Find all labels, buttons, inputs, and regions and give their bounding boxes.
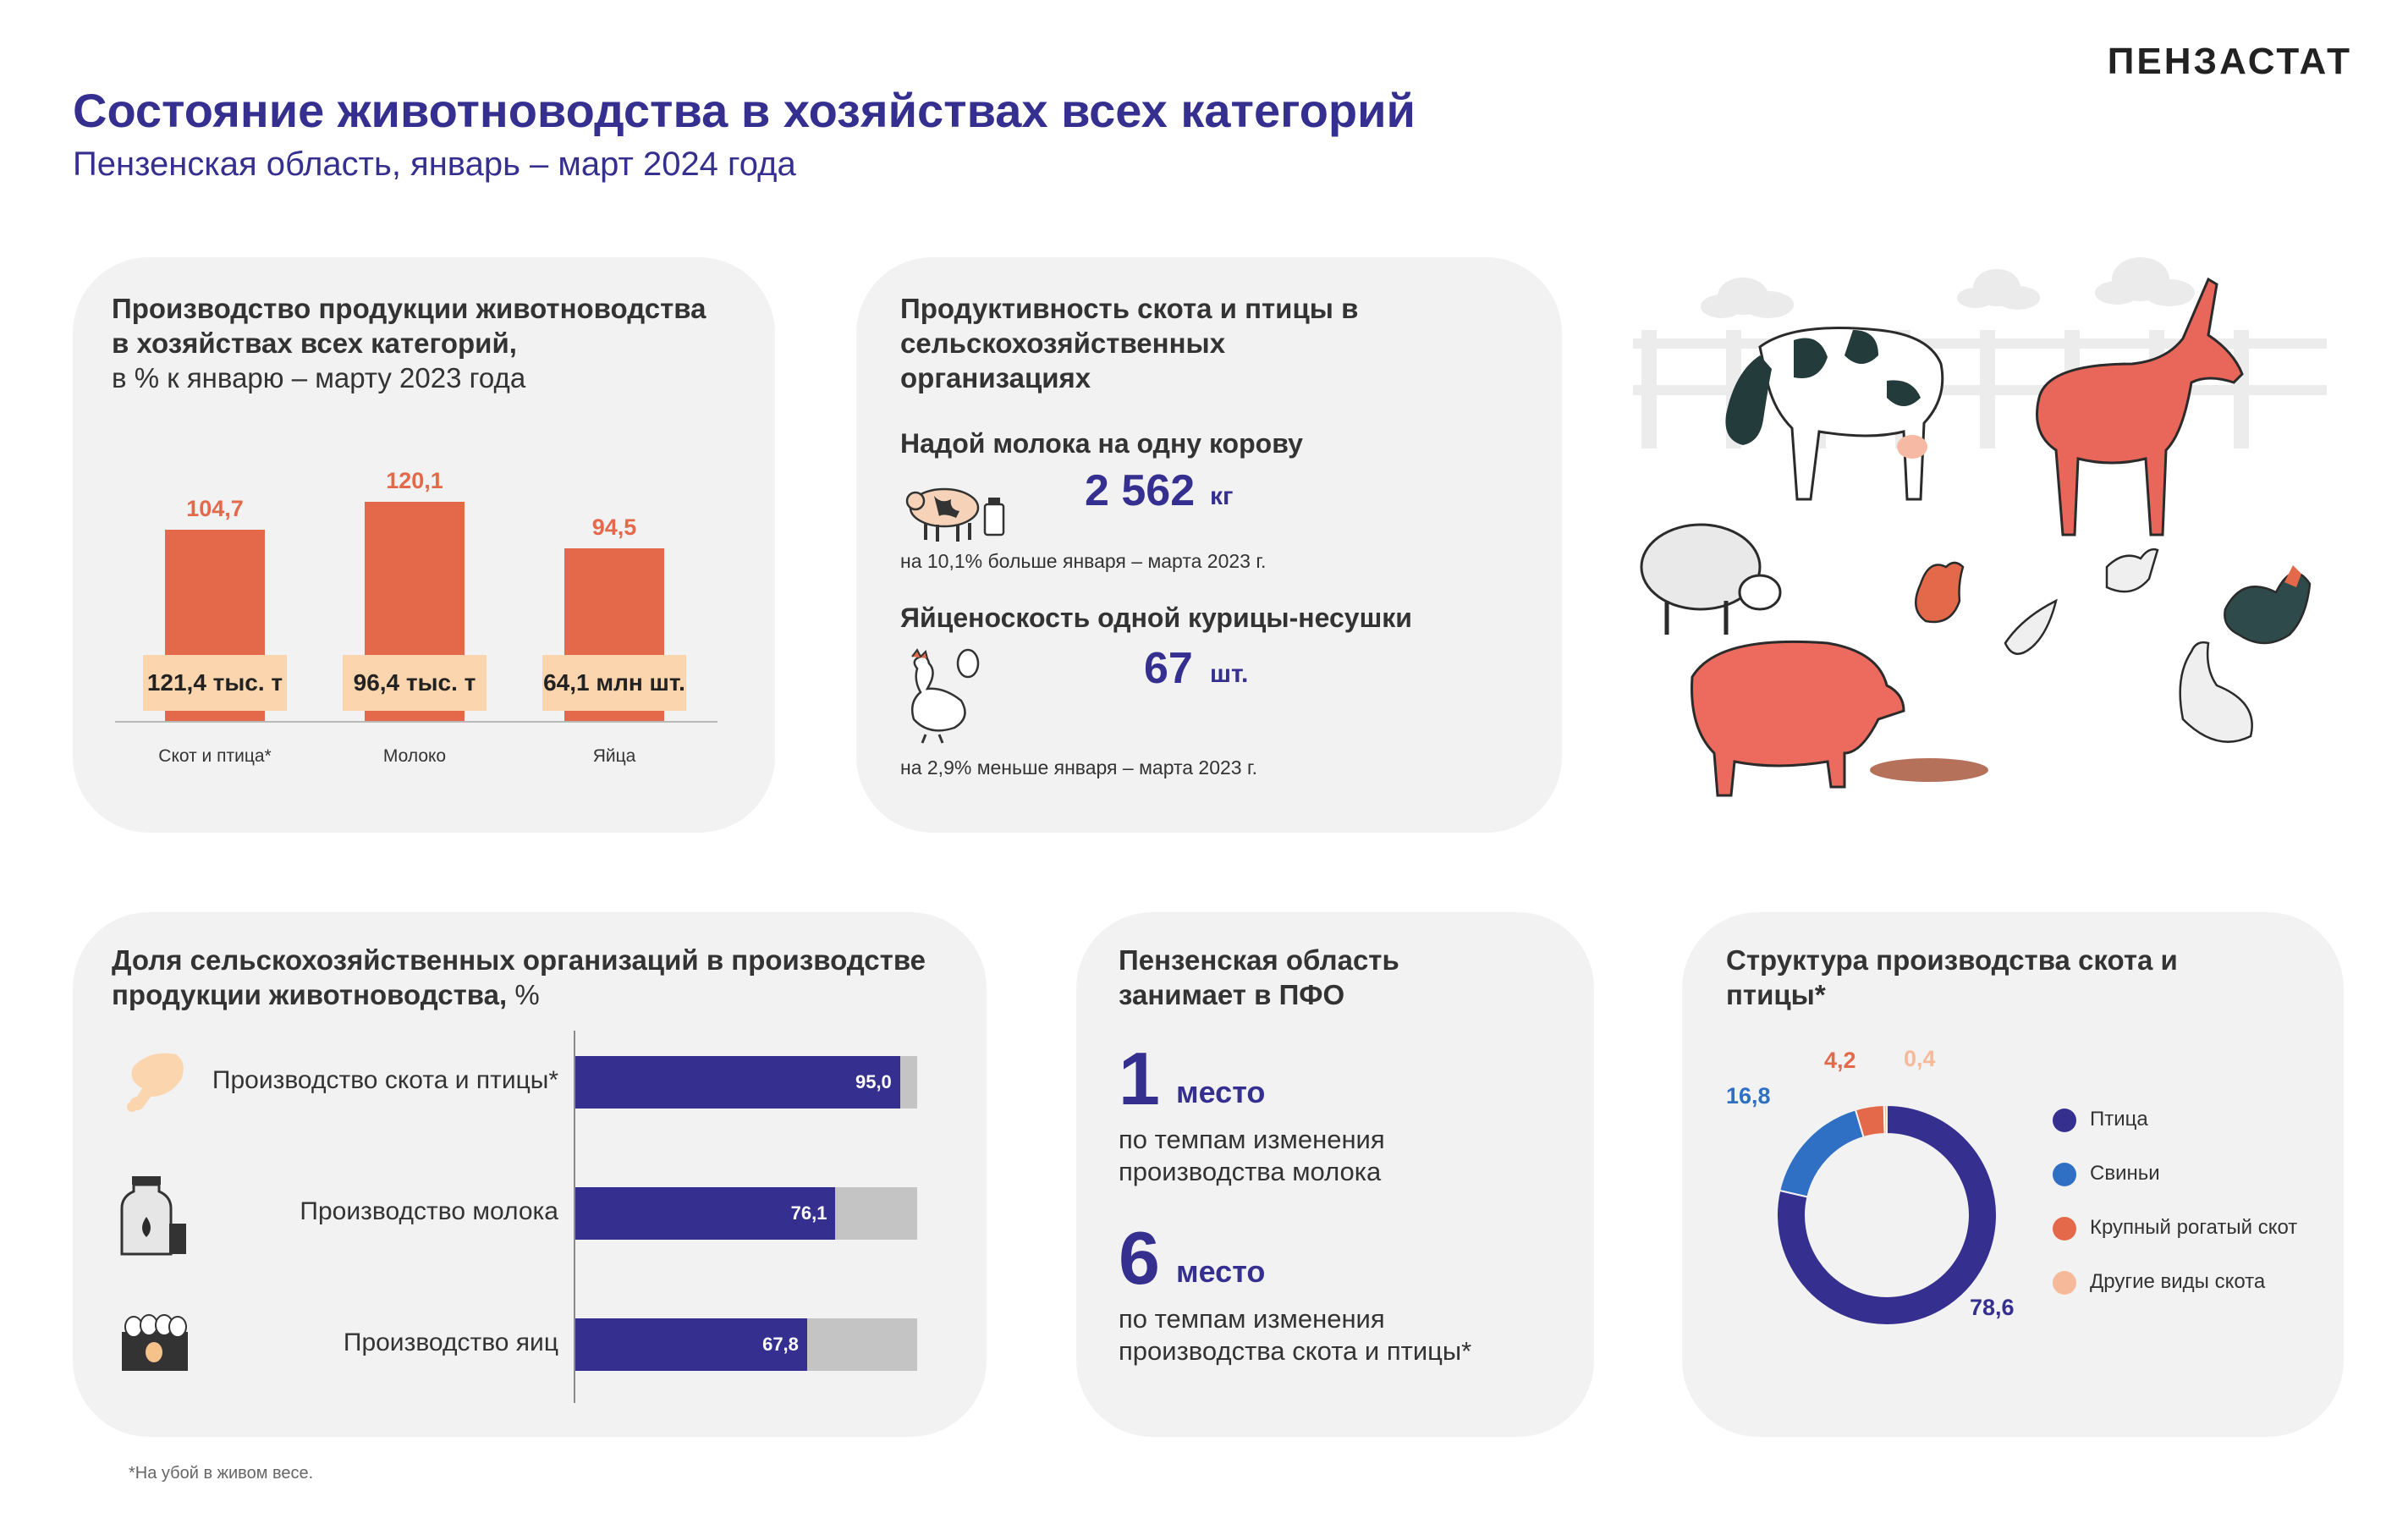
production-volume-label: 96,4 тыс. т	[343, 655, 487, 711]
legend-swatch	[2053, 1109, 2076, 1132]
page-subtitle: Пензенская область, январь – март 2024 г…	[73, 146, 796, 183]
structure-title-line1: Структура производства скота и	[1726, 944, 2178, 976]
share-title-line1: Доля сельскохозяйственных организаций в …	[112, 944, 926, 976]
ranking-card: Пензенская область занимает в ПФО 1 мест…	[1076, 912, 1594, 1437]
structure-title-line2: птицы*	[1726, 979, 1826, 1010]
production-card: Производство продукции животноводства в …	[73, 257, 775, 833]
ranking-card-title: Пензенская область занимает в ПФО	[1119, 943, 1575, 1012]
productivity-card: Продуктивность скота и птицы в сельскохо…	[856, 257, 1562, 833]
milk-yield-heading: Надой молока на одну корову	[900, 428, 1303, 459]
rank-1-line2: производства молока	[1119, 1157, 1382, 1186]
share-title-line2: продукции животноводства,	[112, 979, 508, 1010]
egg-box-icon	[122, 1314, 188, 1371]
share-bar-track: 76,1	[575, 1187, 917, 1240]
legend-label: Крупный рогатый скот	[2090, 1216, 2298, 1239]
productivity-title-line2: сельскохозяйственных	[900, 327, 1226, 359]
share-bar-chart: Производство скота и птицы* 95,0 Производс…	[73, 912, 987, 1437]
ranking-title-line1: Пензенская область	[1119, 944, 1399, 976]
production-bar-value: 120,1	[386, 468, 443, 494]
egg-yield-note: на 2,9% меньше января – марта 2023 г.	[900, 756, 1257, 779]
production-title-line1: Производство продукции животноводства	[112, 293, 706, 324]
rank-1-word: место	[1176, 1075, 1266, 1109]
rank-2-text: по темпам изменения производства скота и…	[1119, 1303, 1471, 1367]
ranking-title-line2: занимает в ПФО	[1119, 979, 1345, 1010]
farm-animals-illustration	[1633, 257, 2327, 797]
production-title-line3: в % к январю – марту 2023 года	[112, 362, 526, 393]
legend-label: Свиньи	[2090, 1162, 2160, 1185]
structure-card: Структура производства скота и птицы* 78…	[1682, 912, 2344, 1437]
rank-1-line1: по темпам изменения	[1119, 1125, 1385, 1154]
egg-yield-unit: шт.	[1210, 660, 1249, 688]
production-x-axis	[115, 721, 717, 723]
share-card: Доля сельскохозяйственных организаций в …	[73, 912, 987, 1437]
share-bar-label: Производство скота и птицы*	[212, 1066, 558, 1094]
page-title: Состояние животноводства в хозяйствах вс…	[73, 84, 1416, 137]
share-bar-value: 95,0	[855, 1071, 892, 1092]
structure-donut-chart: 78,6 Птица 16,8 Свиньи 4,2 Крупный рогатый ск…	[1682, 912, 2344, 1437]
legend-swatch	[2053, 1163, 2076, 1186]
donut-slice	[1776, 1103, 1998, 1326]
milk-yield-value: 2 562	[1085, 466, 1196, 515]
donut-slice-label: 4,2	[1824, 1048, 1856, 1073]
share-card-title: Доля сельскохозяйственных организаций в …	[112, 943, 975, 1012]
share-bar: 76,1	[575, 1187, 836, 1240]
rank-2-line1: по темпам изменения	[1119, 1304, 1385, 1334]
brand-logo: ПЕНЗАСТАТ	[2107, 41, 2352, 82]
production-bar-value: 94,5	[591, 514, 637, 541]
legend-label: Птица	[2090, 1108, 2148, 1131]
milk-yield-note: на 10,1% больше января – марта 2023 г.	[900, 550, 1267, 572]
donut-slice	[1883, 1103, 1888, 1136]
share-bar-label: Производство молока	[300, 1197, 558, 1225]
share-title-unit: %	[507, 979, 540, 1010]
production-bar-value: 104,7	[186, 496, 244, 522]
rank-2-place: 6	[1119, 1216, 1160, 1300]
share-bar: 95,0	[575, 1056, 900, 1109]
production-category-label: Молоко	[382, 746, 447, 766]
production-category-label: Скот и птица*	[158, 746, 272, 766]
donut-slice	[1779, 1109, 1865, 1198]
production-bar-chart: 104,7 121,4 тыс. т Скот и птица* 120,1 96,4 …	[73, 257, 775, 833]
milk-yield-unit: кг	[1210, 482, 1234, 510]
donut-slice-label: 78,6	[1970, 1295, 2015, 1320]
rank-1-text: по темпам изменения производства молока	[1119, 1124, 1385, 1188]
legend-swatch	[2053, 1271, 2076, 1295]
milk-can-icon	[120, 1176, 186, 1256]
productivity-title-line1: Продуктивность скота и птицы в	[900, 293, 1359, 324]
egg-yield-heading: Яйценоскость одной курицы-несушки	[900, 602, 1412, 633]
donut-slice-label: 16,8	[1726, 1083, 1771, 1109]
production-volume-label: 121,4 тыс. т	[143, 655, 287, 711]
legend-label: Другие виды скота	[2090, 1270, 2266, 1293]
productivity-card-title: Продуктивность скота и птицы в сельскохо…	[900, 291, 1526, 395]
production-volume-label: 64,1 млн шт.	[542, 655, 686, 711]
share-bar-track: 95,0	[575, 1056, 917, 1109]
share-bar-track: 67,8	[575, 1318, 917, 1371]
structure-card-title: Структура производства скота и птицы*	[1726, 943, 2318, 1012]
cow-milk-icon	[905, 487, 1005, 542]
share-bar: 67,8	[575, 1318, 807, 1371]
production-title-line2: в хозяйствах всех категорий,	[112, 327, 517, 359]
meat-icon	[127, 1053, 184, 1112]
egg-yield-value: 67	[1144, 644, 1193, 693]
hen-egg-icon	[911, 648, 980, 744]
rank-2-line2: производства скота и птицы*	[1119, 1336, 1472, 1366]
share-bar-label: Производство яиц	[343, 1329, 558, 1356]
production-card-title: Производство продукции животноводства в …	[112, 291, 755, 395]
production-category-label: Яйца	[592, 746, 636, 766]
productivity-title-line3: организациях	[900, 362, 1091, 393]
share-bar-value: 67,8	[762, 1334, 799, 1355]
share-bar-value: 76,1	[790, 1202, 827, 1224]
share-y-axis	[574, 1031, 575, 1403]
rank-1-place: 1	[1119, 1037, 1160, 1120]
rank-2-word: место	[1176, 1254, 1266, 1289]
donut-slice-label: 0,4	[1904, 1046, 1936, 1071]
donut-svg	[1776, 1103, 1998, 1326]
legend-swatch	[2053, 1217, 2076, 1241]
footnote: *На убой в живом весе.	[129, 1464, 314, 1483]
